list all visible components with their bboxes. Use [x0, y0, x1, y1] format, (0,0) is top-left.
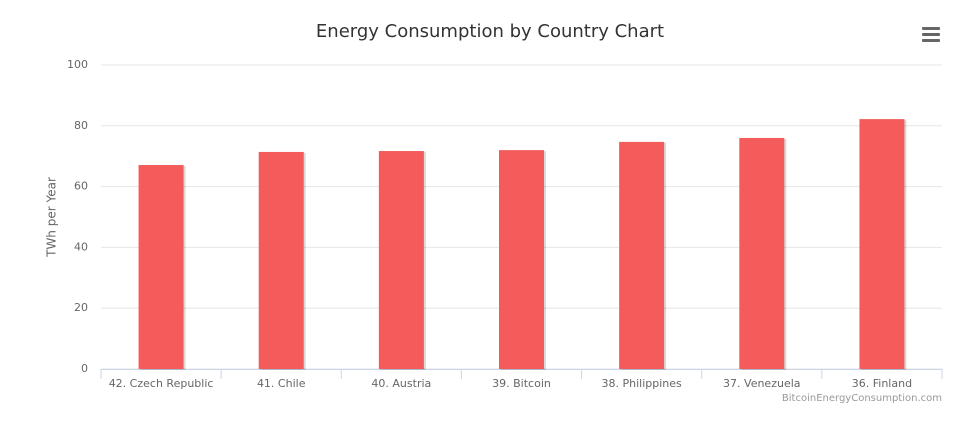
bar	[859, 119, 905, 369]
y-tick-label: 20	[74, 301, 88, 314]
x-tick-label: 40. Austria	[371, 377, 431, 390]
bar	[739, 137, 785, 369]
y-tick-label: 40	[74, 240, 88, 253]
y-tick-label: 0	[81, 362, 88, 375]
bar	[499, 150, 544, 369]
x-tick-label: 41. Chile	[257, 377, 306, 390]
bar	[258, 151, 304, 369]
credits: BitcoinEnergyConsumption.com	[782, 393, 942, 404]
x-tick-label: 39. Bitcoin	[492, 377, 551, 390]
menu-hit[interactable]	[920, 20, 942, 42]
bar	[138, 165, 184, 369]
chart-title: Energy Consumption by Country Chart	[316, 21, 664, 42]
y-tick-label: 80	[74, 119, 88, 132]
x-tick-label: 37. Venezuela	[723, 377, 800, 390]
x-tick-label: 36. Finland	[852, 377, 912, 390]
x-tick-label: 42. Czech Republic	[109, 377, 214, 390]
y-tick-label: 100	[67, 58, 88, 71]
menu-bar	[922, 33, 940, 36]
bar	[619, 141, 665, 369]
menu-bar	[922, 27, 940, 30]
y-tick-label: 60	[74, 180, 88, 193]
y-axis-title: TWh per Year	[45, 177, 59, 258]
menu-button[interactable]	[920, 20, 942, 42]
x-tick-label: 38. Philippines	[602, 377, 683, 390]
menu-bar	[922, 39, 940, 42]
bar	[378, 151, 424, 369]
